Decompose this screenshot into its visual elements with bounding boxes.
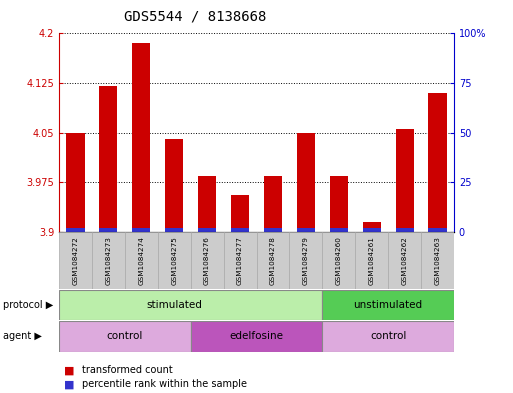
Text: protocol ▶: protocol ▶ [3,300,53,310]
Bar [330,176,348,232]
Bar [165,139,183,232]
Bar [224,232,256,289]
Bar [297,132,315,232]
Text: ■: ■ [64,379,74,389]
Text: unstimulated: unstimulated [353,300,423,310]
Bar [264,176,282,232]
Text: ■: ■ [64,365,74,375]
Bar [191,232,224,289]
Bar [66,228,85,232]
Bar [100,86,117,232]
Bar [198,176,216,232]
Text: GSM1084276: GSM1084276 [204,236,210,285]
Text: control: control [107,331,143,342]
Text: GSM1084261: GSM1084261 [369,236,374,285]
Bar [330,228,348,232]
Bar [388,232,421,289]
Text: edelfosine: edelfosine [229,331,284,342]
Bar [132,228,150,232]
Bar [428,228,447,232]
Bar [264,228,282,232]
Text: GDS5544 / 8138668: GDS5544 / 8138668 [124,10,266,24]
Text: GSM1084274: GSM1084274 [139,236,144,285]
Text: GSM1084278: GSM1084278 [270,236,276,285]
Bar [322,232,355,289]
Bar [231,195,249,232]
Bar [363,228,381,232]
Bar [428,93,447,232]
Text: GSM1084262: GSM1084262 [402,236,408,285]
Bar [191,321,322,352]
Text: GSM1084272: GSM1084272 [72,236,78,285]
Bar [421,232,454,289]
Bar [231,228,249,232]
Text: GSM1084273: GSM1084273 [105,236,111,285]
Text: GSM1084275: GSM1084275 [171,236,177,285]
Bar [256,232,289,289]
Bar [355,232,388,289]
Bar [59,321,191,352]
Bar [165,228,183,232]
Bar [322,290,454,320]
Text: agent ▶: agent ▶ [3,331,42,342]
Bar [289,232,322,289]
Bar [92,232,125,289]
Bar [59,290,322,320]
Bar [158,232,191,289]
Bar [363,222,381,232]
Bar [198,228,216,232]
Bar [396,129,413,232]
Text: GSM1084277: GSM1084277 [237,236,243,285]
Bar [132,43,150,232]
Bar [297,228,315,232]
Text: GSM1084260: GSM1084260 [336,236,342,285]
Bar [322,321,454,352]
Bar [100,228,117,232]
Bar [59,232,92,289]
Text: percentile rank within the sample: percentile rank within the sample [82,379,247,389]
Text: control: control [370,331,406,342]
Text: stimulated: stimulated [146,300,202,310]
Bar [125,232,158,289]
Bar [396,228,413,232]
Bar [66,132,85,232]
Text: GSM1084279: GSM1084279 [303,236,309,285]
Text: GSM1084263: GSM1084263 [435,236,441,285]
Text: transformed count: transformed count [82,365,173,375]
